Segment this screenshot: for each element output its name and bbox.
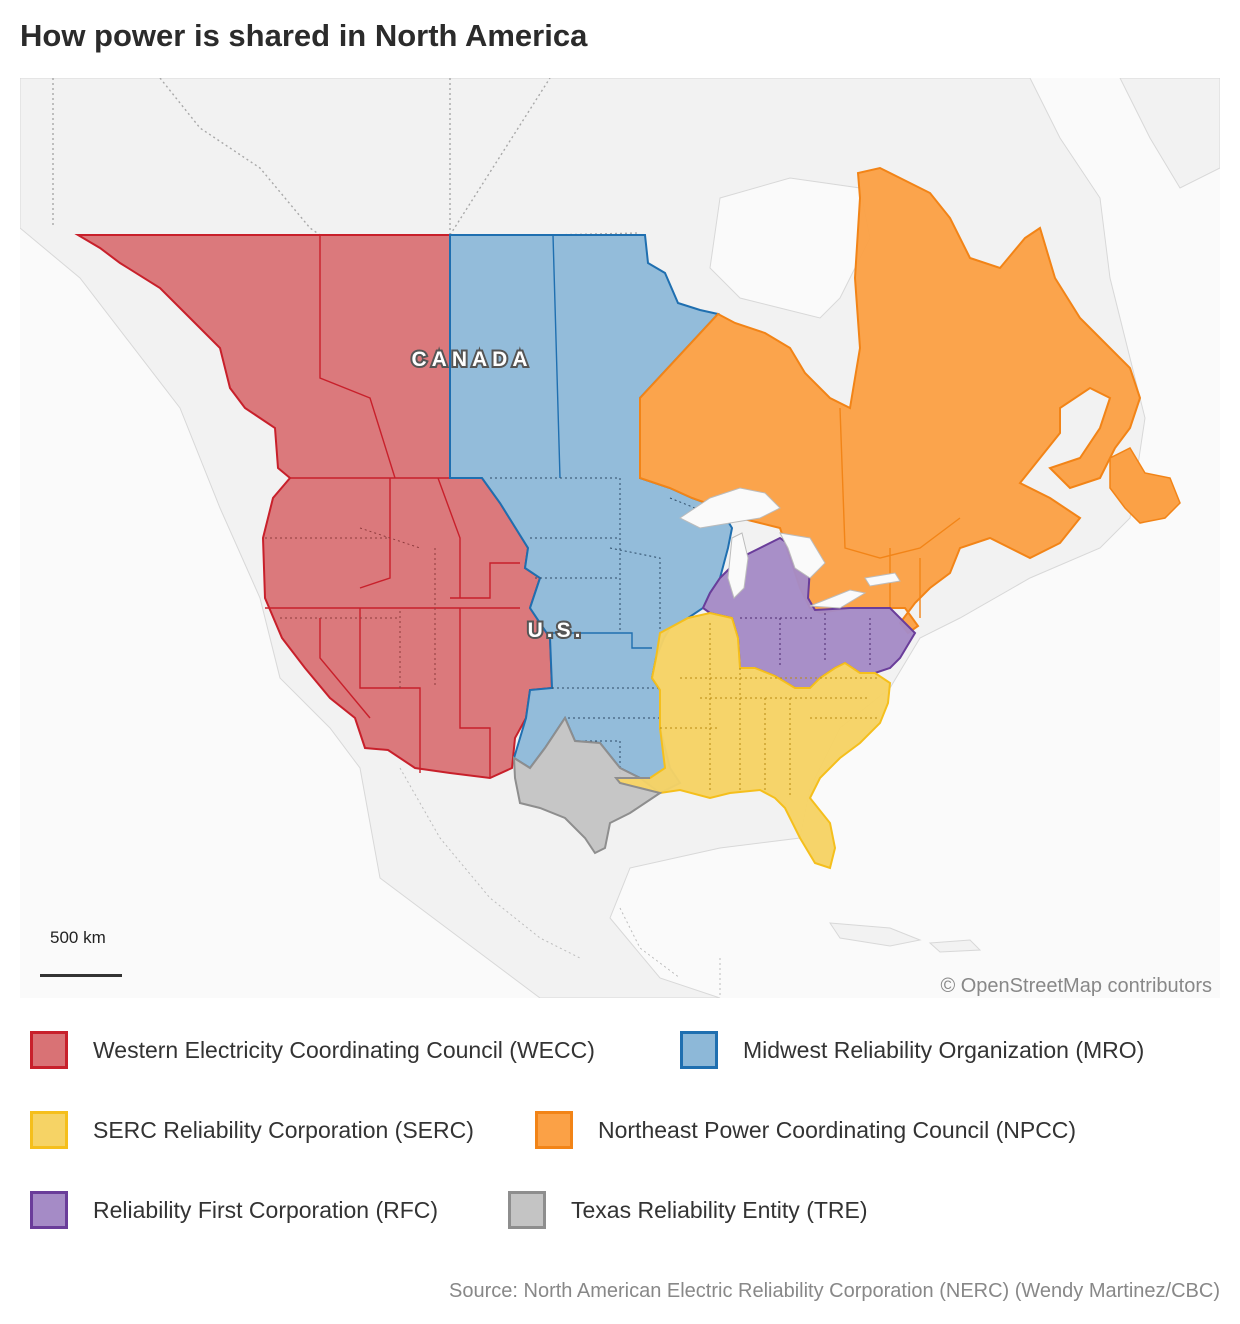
legend-item-mro[interactable]: Midwest Reliability Organization (MRO) [680, 1028, 1144, 1072]
legend-item-serc[interactable]: SERC Reliability Corporation (SERC) [30, 1108, 474, 1152]
map-credit: © OpenStreetMap contributors [940, 975, 1212, 997]
legend-swatch-wecc [30, 1031, 68, 1069]
legend-item-wecc[interactable]: Western Electricity Coordinating Council… [30, 1028, 595, 1072]
scale-bar: 500 km [40, 926, 122, 977]
legend-label-tre: Texas Reliability Entity (TRE) [571, 1196, 868, 1223]
lake-huron [779, 532, 826, 579]
canada-label: CANADA [412, 348, 533, 371]
legend-label-wecc: Western Electricity Coordinating Council… [93, 1036, 595, 1063]
legend-swatch-rfc [30, 1191, 68, 1229]
us-label: U.S. [528, 619, 585, 642]
lake-ontario [864, 572, 901, 587]
serc-state-borders [660, 623, 880, 798]
scale-line [40, 974, 122, 977]
legend-item-rfc[interactable]: Reliability First Corporation (RFC) [30, 1188, 438, 1232]
legend-item-tre[interactable]: Texas Reliability Entity (TRE) [508, 1188, 868, 1232]
lake-superior [679, 487, 781, 529]
npcc-newfoundland[interactable] [1109, 447, 1181, 524]
hudson-bay [709, 177, 871, 319]
legend-swatch-mro [680, 1031, 718, 1069]
region-tre[interactable] [512, 715, 663, 855]
legend-swatch-serc [30, 1111, 68, 1149]
land-greenland [1119, 78, 1220, 189]
chart-title: How power is shared in North America [20, 18, 588, 53]
mexico-borders [399, 767, 721, 998]
rfc-state-borders [740, 613, 871, 668]
wecc-state-borders [265, 527, 436, 688]
source-note: Source: North American Electric Reliabil… [449, 1280, 1220, 1302]
mro-state-borders [490, 477, 721, 778]
legend-label-serc: SERC Reliability Corporation (SERC) [93, 1116, 474, 1143]
legend-label-mro: Midwest Reliability Organization (MRO) [743, 1036, 1145, 1063]
legend-label-rfc: Reliability First Corporation (RFC) [93, 1196, 439, 1223]
scale-label: 500 km [50, 928, 106, 947]
land-caribbean [829, 922, 982, 953]
map[interactable]: CANADA U.S. 500 km [20, 78, 1220, 998]
lake-erie [809, 589, 867, 609]
legend-swatch-npcc [535, 1111, 573, 1149]
legend-item-npcc[interactable]: Northeast Power Coordinating Council (NP… [535, 1108, 1076, 1152]
legend-swatch-tre [508, 1191, 546, 1229]
legend-label-npcc: Northeast Power Coordinating Council (NP… [598, 1116, 1077, 1143]
wecc-internal-borders [265, 235, 520, 778]
map-svg: CANADA U.S. [20, 78, 1220, 998]
lake-michigan [727, 532, 749, 599]
